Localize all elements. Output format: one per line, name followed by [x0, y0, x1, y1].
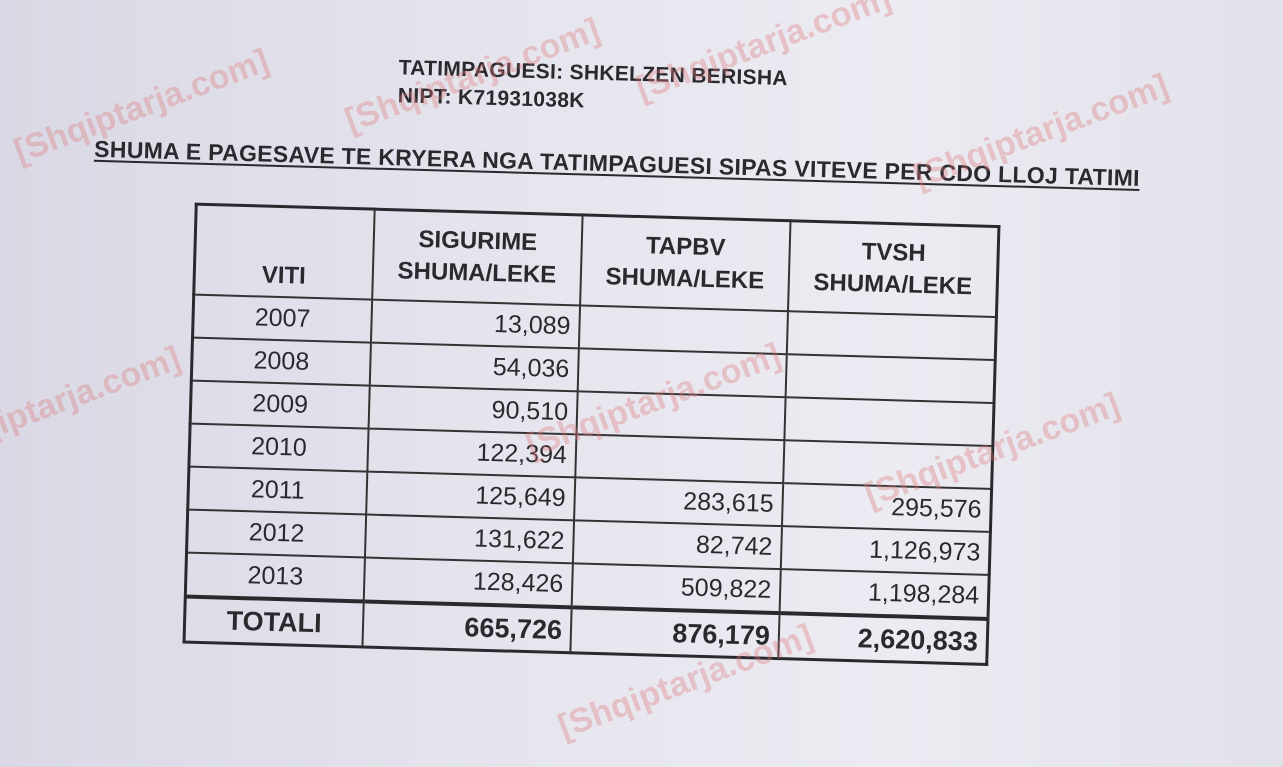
tapbv-cell: 283,615	[574, 477, 784, 527]
tvsh-cell: 1,126,973	[780, 526, 991, 575]
sigurime-cell: 54,036	[369, 342, 579, 392]
nipt-number: NIPT: K71931038K	[397, 84, 586, 113]
header-viti: VITI	[193, 204, 375, 300]
sigurime-cell: 122,394	[367, 428, 577, 478]
tapbv-cell	[576, 391, 786, 441]
year-cell: 2012	[186, 509, 367, 558]
tapbv-cell	[577, 348, 787, 398]
payments-table: VITI SIGURIME SHUMA/LEKE TAPBV SHUMA/LEKE …	[182, 202, 1001, 666]
year-cell: 2009	[190, 380, 370, 429]
tapbv-cell: 876,179	[570, 607, 780, 659]
tapbv-cell: 82,742	[572, 520, 782, 570]
watermark: [Shqiptarja.com]	[0, 339, 186, 469]
year-cell: 2007	[192, 294, 373, 343]
header-sigurime: SIGURIME SHUMA/LEKE	[372, 209, 583, 306]
year-cell: 2010	[188, 423, 369, 472]
tapbv-cell: 509,822	[571, 563, 781, 614]
watermark: [Shqiptarja.com]	[631, 0, 896, 109]
tvsh-cell: 1,198,284	[779, 569, 990, 619]
year-cell: 2011	[187, 466, 368, 515]
year-cell: 2008	[191, 337, 371, 386]
document-page: TATIMPAGUESI: SHKELZEN BERISHA NIPT: K71…	[0, 0, 1173, 746]
tvsh-cell: 2,620,833	[778, 613, 988, 665]
tvsh-cell: 295,576	[781, 483, 992, 532]
tvsh-cell	[785, 354, 996, 404]
year-cell: 2013	[185, 552, 365, 602]
sigurime-cell: 128,426	[363, 557, 573, 608]
year-cell: TOTALI	[184, 596, 364, 647]
header-tapbv: TAPBV SHUMA/LEKE	[580, 214, 791, 312]
tapbv-cell	[578, 305, 788, 355]
header-tvsh: TVSH SHUMA/LEKE	[787, 220, 999, 318]
sigurime-cell: 13,089	[370, 299, 581, 349]
tapbv-cell	[575, 434, 785, 484]
sigurime-cell: 665,726	[362, 601, 572, 653]
document-title: SHUMA E PAGESAVE TE KRYERA NGA TATIMPAGU…	[93, 135, 1141, 191]
tvsh-cell	[783, 440, 993, 489]
tvsh-cell	[786, 311, 997, 361]
sigurime-cell: 131,622	[364, 514, 575, 564]
sigurime-cell: 125,649	[366, 471, 576, 521]
sigurime-cell: 90,510	[368, 385, 578, 435]
tvsh-cell	[784, 397, 995, 446]
